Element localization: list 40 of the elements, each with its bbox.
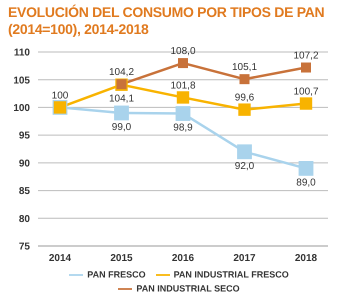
chart-title: EVOLUCIÓN DEL CONSUMO POR TIPOS DE PAN (2014=100), 2014-2018 [7,3,326,38]
y-tick-label: 95 [18,130,30,142]
point [176,91,190,104]
point [176,106,190,121]
x-tick-label: 2018 [294,253,318,264]
y-tick-label: 75 [18,242,30,253]
data-label: 100 [52,90,69,102]
data-label: 107,2 [293,50,319,62]
y-tick-label: 105 [13,75,30,86]
point [114,106,129,120]
data-label: 104,2 [108,67,134,78]
point [238,103,251,116]
legend-label: PAN FRESCO [87,269,146,280]
point [237,144,252,160]
data-label: 104,1 [108,94,134,105]
data-label: 92,0 [234,160,255,172]
data-label: 99,0 [112,122,132,133]
x-tick-label: 2015 [110,253,134,264]
legend-label: PAN INDUSTRIAL SECO [136,283,240,294]
point [240,74,250,84]
data-label: 99,6 [234,92,255,104]
data-label: 100,7 [293,86,319,98]
data-label: 101,8 [170,80,196,92]
point [298,161,314,176]
data-label: 108,0 [170,46,196,58]
y-tick-label: 100 [13,102,30,114]
y-tick-label: 110 [14,48,30,59]
x-tick-label: 2016 [172,253,195,264]
point [178,58,188,68]
y-tick-label: 90 [18,158,30,170]
point [301,62,311,73]
x-tick-label: 2014 [48,253,72,264]
y-tick-label: 80 [18,214,30,225]
data-label: 105,1 [232,62,258,74]
data-label: 89,0 [296,177,316,188]
data-label: 98,9 [173,122,194,134]
legend-label: PAN INDUSTRIAL FRESCO [174,269,289,280]
y-tick-label: 85 [18,186,30,198]
x-tick-label: 2017 [233,253,256,264]
point [300,97,312,110]
